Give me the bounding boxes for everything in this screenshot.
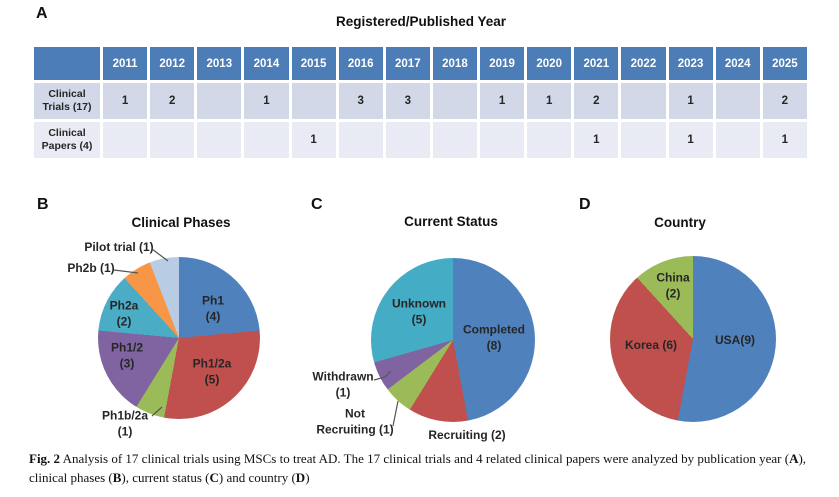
year-value-cell bbox=[197, 122, 242, 158]
pie-label-not-recruiting: Not Recruiting (1) bbox=[316, 406, 394, 436]
current-status-title: Current Status bbox=[404, 214, 498, 229]
pie-label-usa: USA(9) bbox=[714, 333, 756, 348]
current-status-pie bbox=[371, 258, 535, 422]
year-value-cell bbox=[244, 122, 289, 158]
year-value-cell bbox=[197, 83, 242, 119]
year-header-cell: 2020 bbox=[527, 47, 572, 80]
year-value-cell: 2 bbox=[762, 83, 807, 119]
year-value-cell bbox=[291, 83, 336, 119]
year-header-cell: 2017 bbox=[385, 47, 430, 80]
year-value-cell: 1 bbox=[668, 83, 713, 119]
table-row: Clinical Trials (17) 1 2 1 3 3 1 1 2 1 2 bbox=[34, 83, 807, 119]
year-header-row: 2011 2012 2013 2014 2015 2016 2017 2018 2019 2020… bbox=[34, 47, 807, 80]
year-value-cell bbox=[150, 122, 195, 158]
pie-label-ph1: Ph1 (4) bbox=[201, 293, 225, 323]
year-value-cell: 1 bbox=[103, 83, 148, 119]
pie-label-ph1-2a: Ph1/2a (5) bbox=[192, 356, 232, 386]
clinical-phases-pie bbox=[98, 257, 260, 419]
year-header-cell: 2019 bbox=[480, 47, 525, 80]
year-value-cell: 1 bbox=[574, 122, 619, 158]
pie-label-withdrawn: Withdrawn (1) bbox=[312, 369, 374, 399]
year-header-cell: 2014 bbox=[244, 47, 289, 80]
pie-label-ph2a: Ph2a (2) bbox=[109, 298, 139, 328]
year-header-cell: 2015 bbox=[291, 47, 336, 80]
caption-fig-label: Fig. 2 bbox=[29, 451, 61, 466]
panel-c-letter: C bbox=[311, 196, 323, 213]
year-value-cell bbox=[715, 122, 760, 158]
clinical-phases-title: Clinical Phases bbox=[131, 215, 231, 230]
year-value-cell bbox=[432, 122, 477, 158]
panel-a-letter: A bbox=[36, 5, 48, 22]
year-header-cell: 2025 bbox=[762, 47, 807, 80]
year-value-cell: 2 bbox=[150, 83, 195, 119]
year-header-cell: 2022 bbox=[621, 47, 666, 80]
year-table-container: 2011 2012 2013 2014 2015 2016 2017 2018 2019 2020… bbox=[31, 44, 810, 161]
corner-cell bbox=[34, 47, 100, 80]
year-value-cell: 1 bbox=[668, 122, 713, 158]
year-value-cell: 2 bbox=[574, 83, 619, 119]
panel-b-letter: B bbox=[37, 196, 49, 213]
year-value-cell bbox=[621, 83, 666, 119]
year-header-cell: 2016 bbox=[338, 47, 383, 80]
year-header-cell: 2023 bbox=[668, 47, 713, 80]
pie-label-ph2b: Ph2b (1) bbox=[67, 261, 115, 276]
year-value-cell: 3 bbox=[385, 83, 430, 119]
year-value-cell: 1 bbox=[291, 122, 336, 158]
year-header-cell: 2012 bbox=[150, 47, 195, 80]
panel-d-letter: D bbox=[579, 196, 591, 213]
pie-label-completed: Completed (8) bbox=[462, 322, 526, 352]
pie-label-ph1-2: Ph1/2 (3) bbox=[110, 340, 144, 370]
year-value-cell: 1 bbox=[480, 83, 525, 119]
year-value-cell bbox=[480, 122, 525, 158]
pie-label-korea: Korea (6) bbox=[624, 338, 678, 353]
pie-label-recruiting: Recruiting (2) bbox=[428, 428, 506, 443]
pie-label-ph1b-2a: Ph1b/2a (1) bbox=[101, 408, 149, 438]
year-value-cell: 1 bbox=[527, 83, 572, 119]
year-table: 2011 2012 2013 2014 2015 2016 2017 2018 2019 2020… bbox=[31, 44, 810, 161]
year-value-cell: 3 bbox=[338, 83, 383, 119]
year-header-cell: 2018 bbox=[432, 47, 477, 80]
pie-label-pilot-trial: Pilot trial (1) bbox=[84, 240, 154, 255]
pie-label-unknown: Unknown (5) bbox=[392, 296, 446, 326]
year-header-cell: 2013 bbox=[197, 47, 242, 80]
year-header-cell: 2024 bbox=[715, 47, 760, 80]
year-header-cell: 2021 bbox=[574, 47, 619, 80]
year-value-cell: 1 bbox=[762, 122, 807, 158]
year-table-title: Registered/Published Year bbox=[335, 14, 507, 29]
row-label-cell: Clinical Trials (17) bbox=[34, 83, 100, 119]
figure-caption: Fig. 2 Analysis of 17 clinical trials us… bbox=[29, 451, 807, 485]
year-value-cell bbox=[385, 122, 430, 158]
year-value-cell bbox=[621, 122, 666, 158]
year-value-cell bbox=[715, 83, 760, 119]
year-value-cell bbox=[527, 122, 572, 158]
table-row: Clinical Papers (4) 1 1 1 1 bbox=[34, 122, 807, 158]
country-pie bbox=[610, 256, 776, 422]
year-value-cell: 1 bbox=[244, 83, 289, 119]
year-header-cell: 2011 bbox=[103, 47, 148, 80]
row-label-cell: Clinical Papers (4) bbox=[34, 122, 100, 158]
year-value-cell bbox=[338, 122, 383, 158]
year-value-cell bbox=[103, 122, 148, 158]
country-title: Country bbox=[654, 215, 706, 230]
year-value-cell bbox=[432, 83, 477, 119]
pie-label-china: China (2) bbox=[656, 270, 690, 300]
